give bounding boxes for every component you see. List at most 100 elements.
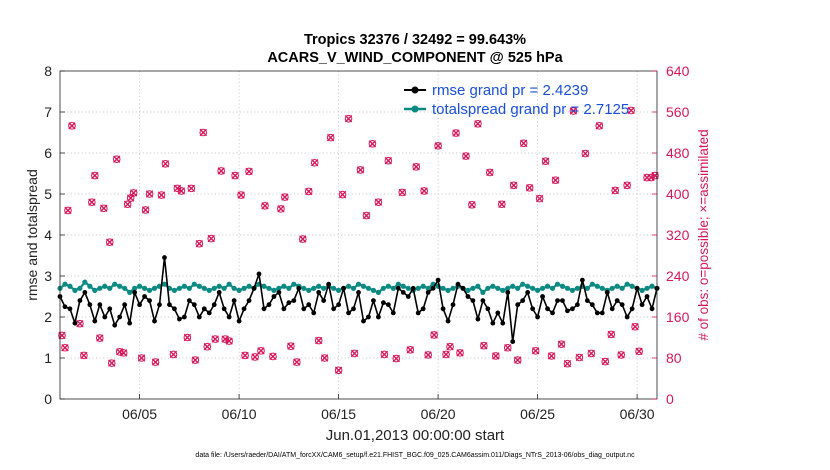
obs-point <box>374 198 383 206</box>
spread-point <box>485 285 491 291</box>
obs-point <box>277 205 285 213</box>
rmse-point <box>62 304 68 310</box>
rmse-point <box>122 302 128 308</box>
obs-point <box>647 173 655 182</box>
rmse-point <box>117 314 123 320</box>
spread-point <box>122 285 128 291</box>
spread-point <box>141 285 148 291</box>
rmse-point <box>589 302 595 308</box>
spread-point <box>584 285 590 291</box>
spread-point <box>500 287 506 293</box>
rmse-point <box>420 306 426 312</box>
rmse-point <box>266 302 272 308</box>
obs-point <box>269 352 277 361</box>
rmse-point <box>490 320 496 326</box>
rmse-point <box>236 318 242 324</box>
rmse-point <box>405 294 411 299</box>
rmse-point <box>306 302 312 308</box>
obs-possible-marker <box>99 204 108 213</box>
obs-assimilated-marker <box>237 191 245 199</box>
obs-point <box>356 166 365 174</box>
obs-assimilated-marker <box>514 356 522 364</box>
rmse-point <box>361 318 366 324</box>
rmse-point <box>167 302 172 308</box>
rmse-point <box>291 298 297 303</box>
rmse-point <box>221 306 227 312</box>
obs-assimilated-marker <box>631 323 639 331</box>
obs-assimilated-marker <box>68 122 76 130</box>
obs-assimilated-marker <box>380 350 389 359</box>
y2-tick-label: 0 <box>666 391 674 407</box>
obs-point <box>231 171 239 180</box>
obs-point <box>557 340 566 348</box>
rmse-point <box>560 298 565 303</box>
obs-possible-marker <box>434 142 442 150</box>
spread-point <box>525 283 531 289</box>
obs-assimilated-marker <box>211 335 219 343</box>
rmse-point <box>629 306 635 312</box>
obs-possible-marker <box>535 194 544 203</box>
rmse-point <box>191 302 197 308</box>
spread-point <box>216 283 222 289</box>
spread-point <box>554 281 561 287</box>
obs-assimilated-marker <box>504 344 512 352</box>
obs-possible-marker <box>356 166 365 174</box>
obs-possible-marker <box>58 331 66 340</box>
obs-assimilated-marker <box>581 149 590 158</box>
obs-assimilated-marker <box>173 184 182 193</box>
obs-assimilated-marker <box>141 206 150 214</box>
obs-possible-marker <box>623 181 631 190</box>
obs-point <box>384 156 393 165</box>
spread-point <box>127 289 133 295</box>
obs-possible-marker <box>462 152 470 160</box>
rmse-point <box>380 300 386 306</box>
obs-possible-marker <box>195 239 204 248</box>
obs-point <box>199 128 208 137</box>
rmse-point <box>157 302 162 308</box>
rmse-point <box>540 294 545 299</box>
spread-point <box>102 283 108 289</box>
obs-possible-marker <box>513 356 522 364</box>
x-tick-label: 06/25 <box>520 406 555 422</box>
spread-point <box>400 283 406 289</box>
rmse-point <box>624 314 630 320</box>
y-tick-label: 5 <box>44 186 52 202</box>
spread-point <box>201 285 207 291</box>
rmse-point <box>87 302 93 308</box>
obs-possible-marker <box>350 349 359 358</box>
rmse-point <box>614 298 620 303</box>
rmse-point <box>97 302 103 308</box>
y-tick-label: 7 <box>44 104 52 120</box>
obs-point <box>430 331 438 339</box>
legend-spread-label: totalspread grand pr = 2.7125 <box>432 101 629 118</box>
obs-point <box>64 206 72 215</box>
rmse-point <box>530 306 536 312</box>
spread-point <box>67 283 73 289</box>
spread-point <box>206 287 212 293</box>
obs-point <box>187 184 196 193</box>
spread-point <box>440 285 446 291</box>
rmse-point <box>376 314 381 320</box>
obs-assimilated-marker <box>374 198 383 206</box>
obs-possible-marker <box>151 358 160 366</box>
obs-point <box>310 158 319 167</box>
spread-point <box>619 285 625 291</box>
rmse-point <box>465 294 471 299</box>
spread-point <box>420 283 426 289</box>
obs-possible-marker <box>88 198 96 206</box>
rmse-point <box>584 298 590 303</box>
obs-possible-marker <box>169 350 178 359</box>
obs-possible-marker <box>452 129 460 137</box>
obs-point <box>314 336 323 345</box>
obs-assimilated-marker <box>157 191 166 199</box>
obs-possible-marker <box>384 156 393 165</box>
obs-possible-marker <box>68 122 76 130</box>
obs-assimilated-marker <box>277 205 285 213</box>
obs-assimilated-marker <box>531 347 540 355</box>
obs-possible-marker <box>525 184 534 192</box>
y-tick-label: 0 <box>44 391 52 407</box>
obs-assimilated-marker <box>525 184 534 192</box>
obs-point <box>456 349 464 357</box>
rmse-point <box>196 314 202 320</box>
rmse-point <box>92 318 98 324</box>
